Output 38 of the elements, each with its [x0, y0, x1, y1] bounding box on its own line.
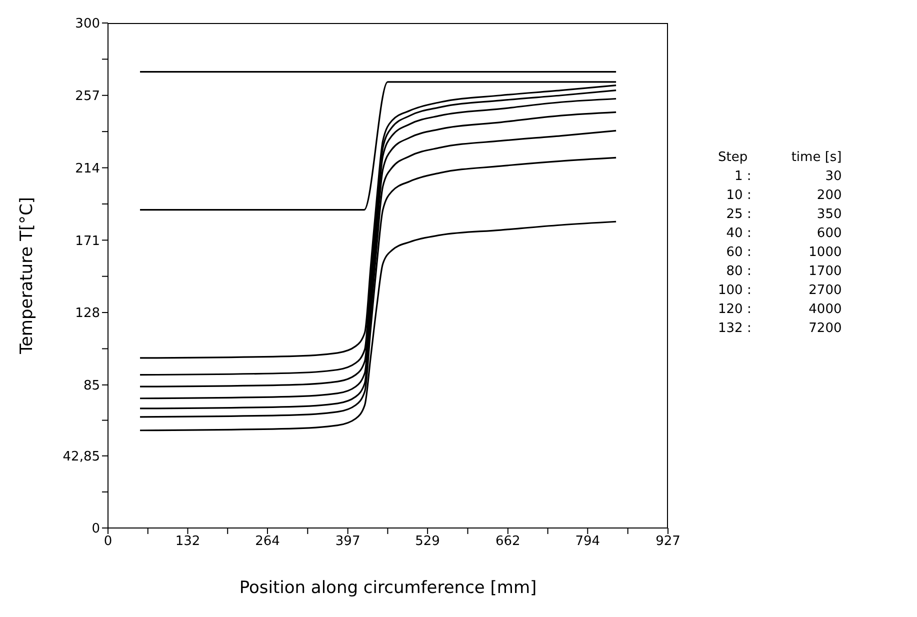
text: 1000	[808, 244, 842, 262]
text: 132 :	[718, 320, 752, 338]
y-tick-label: 214	[75, 161, 100, 176]
y-tick-label: 42,85	[62, 449, 100, 464]
y-tick-label: 300	[75, 16, 100, 32]
text: 100 :	[718, 282, 752, 300]
x-tick-label: 529	[415, 534, 440, 550]
text: 1700	[808, 263, 842, 281]
y-axis-title: Temperature T[°C]	[17, 196, 38, 356]
text: 30	[824, 168, 842, 186]
text: 60 :	[725, 244, 752, 262]
x-tick-label: 662	[496, 534, 520, 550]
text: time [s]	[791, 149, 842, 167]
text: 120 :	[718, 301, 752, 319]
text: 2700	[808, 282, 842, 300]
x-axis-title: Position along circumference [mm]	[239, 578, 537, 598]
y-tick-label: 128	[75, 306, 100, 322]
text: 10 :	[725, 187, 752, 205]
x-tick-label: 264	[255, 534, 280, 550]
text: Step	[718, 149, 749, 167]
x-tick-label: 397	[335, 534, 360, 550]
y-tick-label: 171	[75, 234, 100, 249]
text: 600	[816, 225, 842, 243]
text: 200	[816, 187, 842, 205]
y-tick-label: 85	[83, 378, 100, 394]
text: 25 :	[725, 206, 752, 224]
text: 350	[816, 206, 842, 224]
text: 1 :	[734, 168, 752, 186]
text: 40 :	[725, 225, 752, 243]
y-tick-label: 257	[75, 89, 100, 104]
x-tick-label: 794	[575, 534, 600, 550]
x-tick-label: 927	[656, 534, 680, 550]
text: 4000	[808, 301, 842, 319]
y-tick-label: 0	[92, 522, 100, 537]
text: 80 :	[725, 263, 752, 281]
x-tick-label: 132	[175, 534, 200, 550]
x-tick-label: 0	[104, 534, 112, 550]
text: 7200	[808, 320, 842, 338]
